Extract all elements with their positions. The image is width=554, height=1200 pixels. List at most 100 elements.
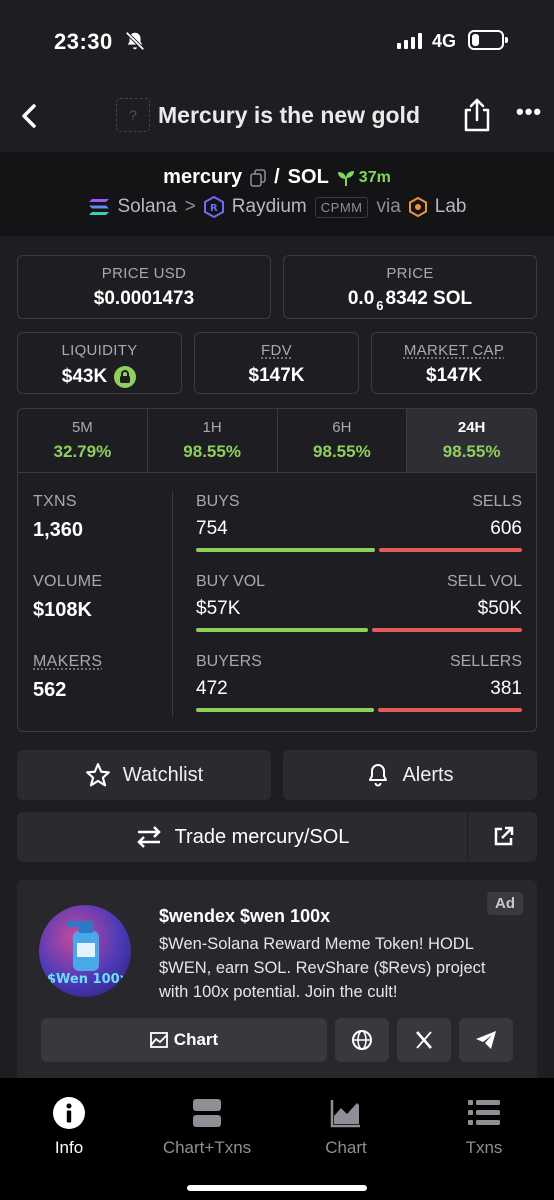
price-change: 98.55%	[183, 442, 241, 461]
buys-label: BUYS	[196, 493, 240, 510]
tab-1h[interactable]: 1H 98.55%	[148, 409, 278, 472]
price-usd-label: PRICE USD	[101, 265, 187, 282]
buyers-value: 472	[196, 678, 228, 699]
pair-separator: /	[274, 166, 280, 188]
raydium-icon: R	[203, 196, 224, 218]
chart-icon	[330, 1100, 360, 1128]
makers-value: 562	[33, 679, 67, 701]
market-cap-label[interactable]: MARKET CAP	[403, 342, 505, 359]
status-time: 23:30	[54, 29, 113, 54]
status-bar: 23:30 4G	[0, 0, 554, 80]
pair-age-value: 37m	[358, 168, 391, 186]
volume-split-metric: BUY VOL SELL VOL $57K $50K	[196, 573, 522, 632]
nav-txns[interactable]: Txns	[415, 1096, 553, 1158]
ad-image: $Wen 100x	[39, 905, 131, 997]
chart-icon	[149, 1032, 168, 1048]
tab-24h[interactable]: 24H 98.55%	[407, 409, 536, 472]
sells-value: 606	[490, 518, 522, 539]
buy-vol-value: $57K	[196, 598, 241, 619]
split-view-icon	[193, 1099, 221, 1127]
nav-label: Chart	[325, 1138, 367, 1157]
chain-name[interactable]: Solana	[117, 196, 177, 217]
nav-label: Chart+Txns	[162, 1138, 252, 1157]
telegram-icon	[476, 1031, 496, 1049]
sell-vol-bar	[372, 628, 522, 632]
txns-value: 1,360	[33, 519, 84, 541]
page-title: Mercury is the new gold	[158, 102, 420, 128]
back-icon[interactable]	[14, 100, 46, 132]
tab-6h[interactable]: 6H 98.55%	[278, 409, 408, 472]
launchpad-name[interactable]: Lab	[434, 196, 467, 217]
tab-label: 5M	[71, 419, 93, 436]
pool-type-badge: CPMM	[314, 196, 369, 218]
price-zero-count: 6	[376, 297, 384, 313]
volume-label: VOLUME	[33, 573, 103, 590]
ad-card[interactable]: Ad $Wen 100x $wendex $wen 100x $Wen-Sola…	[17, 880, 537, 1080]
open-external-button[interactable]	[467, 812, 537, 862]
market-cap-card: MARKET CAP $147K	[371, 332, 537, 394]
price-prefix: 0.0	[347, 288, 375, 309]
ad-chart-button[interactable]: Chart	[41, 1018, 327, 1062]
dex-name[interactable]: Raydium	[231, 196, 307, 217]
x-logo-icon	[416, 1031, 432, 1049]
volume-value: $108K	[33, 599, 92, 621]
alerts-button[interactable]: Alerts	[283, 750, 537, 800]
tab-label: 1H	[202, 419, 222, 436]
home-indicator[interactable]	[187, 1185, 367, 1191]
globe-icon	[352, 1030, 372, 1050]
sell-vol-value: $50K	[477, 598, 522, 619]
ad-description: $Wen-Solana Reward Meme Token! HODL $WEN…	[159, 935, 486, 1001]
liquidity-value: $43K	[61, 366, 108, 387]
watchlist-button[interactable]: Watchlist	[17, 750, 271, 800]
price-usd-card: PRICE USD $0.0001473	[17, 255, 271, 319]
sells-label: SELLS	[472, 493, 522, 510]
trade-button[interactable]: Trade mercury/SOL	[17, 812, 467, 862]
ad-x-button[interactable]	[397, 1018, 451, 1062]
buy-vol-bar	[196, 628, 368, 632]
sell-vol-label: SELL VOL	[446, 573, 522, 590]
market-cap-value: $147K	[426, 365, 482, 386]
nav-label: Txns	[465, 1138, 503, 1157]
buyers-sellers-metric: BUYERS SELLERS 472 381	[196, 653, 522, 712]
trade-label: Trade mercury/SOL	[174, 825, 350, 848]
fdv-label[interactable]: FDV	[261, 342, 292, 359]
buys-bar	[196, 548, 375, 552]
buyers-sellers-bar	[196, 708, 522, 712]
buys-value: 754	[196, 518, 228, 539]
ad-badge: Ad	[487, 892, 523, 915]
buys-sells-metric: BUYS SELLS 754 606	[196, 493, 522, 552]
list-icon	[468, 1100, 500, 1125]
ad-telegram-button[interactable]	[459, 1018, 513, 1062]
tab-5m[interactable]: 5M 32.79%	[18, 409, 148, 472]
liquidity-label: LIQUIDITY	[61, 342, 138, 359]
sellers-value: 381	[490, 678, 522, 699]
ad-website-button[interactable]	[335, 1018, 389, 1062]
launchpad-icon	[408, 197, 427, 217]
buys-sells-bar	[196, 548, 522, 552]
base-token: mercury	[163, 166, 243, 188]
star-icon	[85, 763, 110, 787]
copy-icon[interactable]	[250, 168, 266, 187]
nav-chart[interactable]: Chart	[277, 1096, 415, 1158]
tab-label: 24H	[457, 419, 486, 436]
watchlist-label: Watchlist	[122, 763, 204, 786]
lock-icon[interactable]	[113, 365, 137, 389]
share-icon[interactable]	[462, 98, 492, 132]
nav-info[interactable]: Info	[0, 1096, 138, 1158]
price-native-value: 0.0 6 8342 SOL	[284, 288, 536, 313]
network-type: 4G	[432, 31, 457, 51]
buyers-bar	[196, 708, 374, 712]
fdv-card: FDV $147K	[194, 332, 359, 394]
bell-icon	[369, 764, 388, 787]
breadcrumb-chevron: >	[184, 196, 196, 217]
more-options-icon[interactable]: •••	[516, 99, 543, 124]
info-icon	[53, 1097, 85, 1129]
solana-icon	[88, 199, 109, 215]
timeframe-tabs: 5M 32.79% 1H 98.55% 6H 98.55% 24H 98.55%	[18, 409, 536, 473]
txns-panel: 5M 32.79% 1H 98.55% 6H 98.55% 24H 98.55%…	[17, 408, 537, 732]
nav-chart-txns[interactable]: Chart+Txns	[138, 1096, 276, 1158]
makers-label[interactable]: MAKERS	[33, 653, 103, 670]
sells-bar	[379, 548, 522, 552]
alerts-label: Alerts	[402, 763, 454, 786]
bottom-nav: Info Chart+Txns Chart Txns	[0, 1078, 554, 1200]
